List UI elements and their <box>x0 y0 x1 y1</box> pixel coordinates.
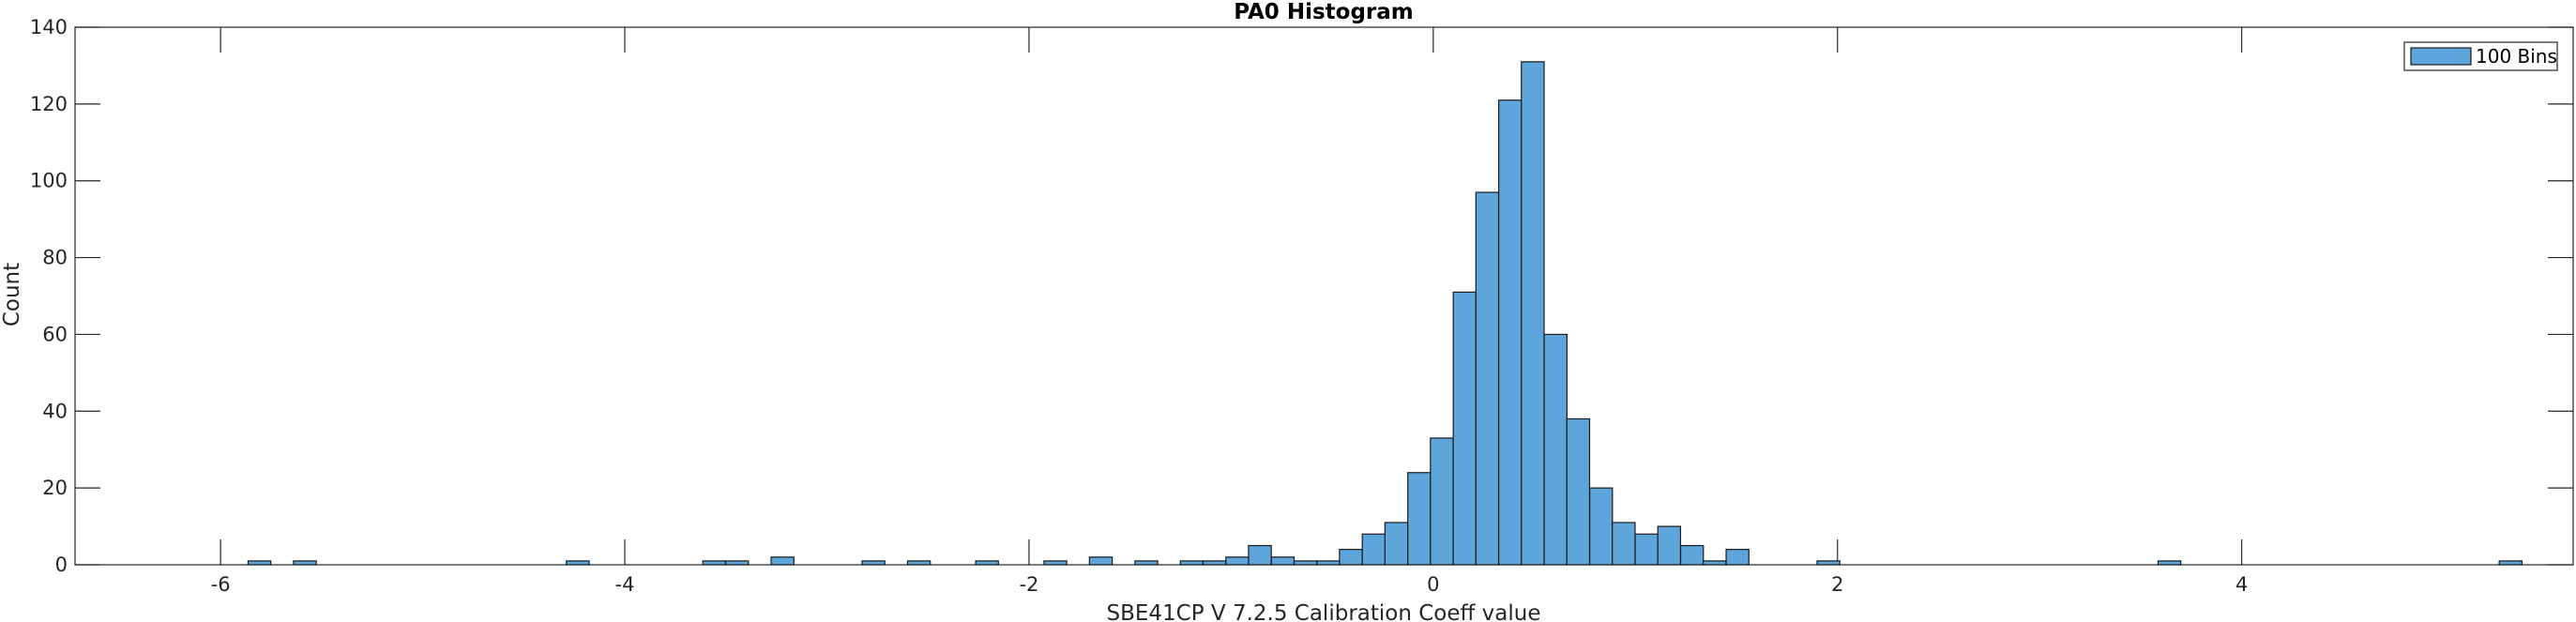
histogram-bar-30 <box>1589 487 1614 566</box>
histogram-bar-18 <box>1316 560 1341 566</box>
legend-label: 100 Bins <box>2476 45 2557 68</box>
x-axis-label: SBE41CP V 7.2.5 Calibration Coeff value <box>1106 601 1540 622</box>
legend: 100 Bins <box>2403 41 2558 71</box>
histogram-bar-21 <box>1384 522 1409 566</box>
y-tick-label-0: 0 <box>55 554 68 576</box>
histogram-bar-5 <box>770 556 795 566</box>
histogram-bar-9 <box>1043 560 1068 566</box>
histogram-bar-1 <box>293 560 317 566</box>
histogram-bar-17 <box>1293 560 1318 566</box>
y-tick-label-5: 100 <box>30 170 68 192</box>
histogram-bar-32 <box>1634 533 1659 566</box>
histogram-bar-19 <box>1339 549 1363 566</box>
histogram-bar-23 <box>1430 437 1454 566</box>
histogram-bar-4 <box>724 560 750 566</box>
y-tick-labels: 0 20 40 60 80 100 120 140 <box>30 16 68 576</box>
y-tick-label-2: 40 <box>42 400 68 422</box>
x-tick-labels: -6 -4 -2 0 2 4 <box>211 573 2249 596</box>
histogram-bar-22 <box>1407 472 1432 566</box>
histogram-bar-28 <box>1543 333 1568 566</box>
histogram-bar-20 <box>1361 533 1386 566</box>
histogram-bar-37 <box>1816 560 1841 566</box>
histogram-bar-38 <box>2157 560 2182 566</box>
chart-title: PA0 Histogram <box>1234 0 1413 24</box>
histogram-bar-8 <box>975 560 999 566</box>
histogram-bar-31 <box>1612 522 1636 566</box>
histogram-bar-11 <box>1134 560 1159 566</box>
histogram-bar-6 <box>861 560 886 566</box>
histogram-bar-35 <box>1703 560 1727 566</box>
histogram-bar-27 <box>1521 61 1545 566</box>
x-tick-label-5: 4 <box>2235 573 2248 596</box>
y-tick-label-1: 20 <box>42 477 68 499</box>
histogram-bar-10 <box>1088 556 1114 566</box>
histogram-bar-7 <box>906 560 932 566</box>
x-tick-label-4: 2 <box>1831 573 1843 596</box>
legend-swatch <box>2410 47 2472 66</box>
histogram-bar-36 <box>1725 549 1750 566</box>
histogram-bar-39 <box>2498 560 2523 566</box>
histogram-bar-26 <box>1498 99 1523 566</box>
histogram-bar-16 <box>1270 556 1296 566</box>
histogram-bar-3 <box>702 560 727 566</box>
histogram-bar-34 <box>1679 544 1705 566</box>
y-tick-label-6: 120 <box>30 93 68 115</box>
y-tick-label-3: 60 <box>42 323 68 345</box>
histogram-bar-29 <box>1566 417 1591 566</box>
axis-ticks <box>75 26 2573 566</box>
x-tick-label-1: -4 <box>615 573 635 596</box>
histogram-bar-14 <box>1225 556 1250 566</box>
x-tick-label-2: -2 <box>1019 573 1038 596</box>
histogram-bar-24 <box>1452 291 1477 566</box>
x-tick-label-0: -6 <box>211 573 231 596</box>
plot-area-frame <box>74 26 2574 566</box>
histogram-bar-0 <box>247 560 272 566</box>
y-tick-label-4: 80 <box>42 247 68 269</box>
y-tick-label-7: 140 <box>30 16 68 38</box>
histogram-bars <box>247 61 2523 566</box>
histogram-bar-33 <box>1657 525 1682 566</box>
x-tick-label-3: 0 <box>1427 573 1439 596</box>
histogram-bar-2 <box>566 560 590 566</box>
histogram-bar-15 <box>1248 544 1272 566</box>
histogram-bar-25 <box>1475 191 1500 566</box>
histogram-bar-13 <box>1202 560 1227 566</box>
histogram-bar-12 <box>1179 560 1205 566</box>
y-axis-label: Count <box>0 263 24 326</box>
